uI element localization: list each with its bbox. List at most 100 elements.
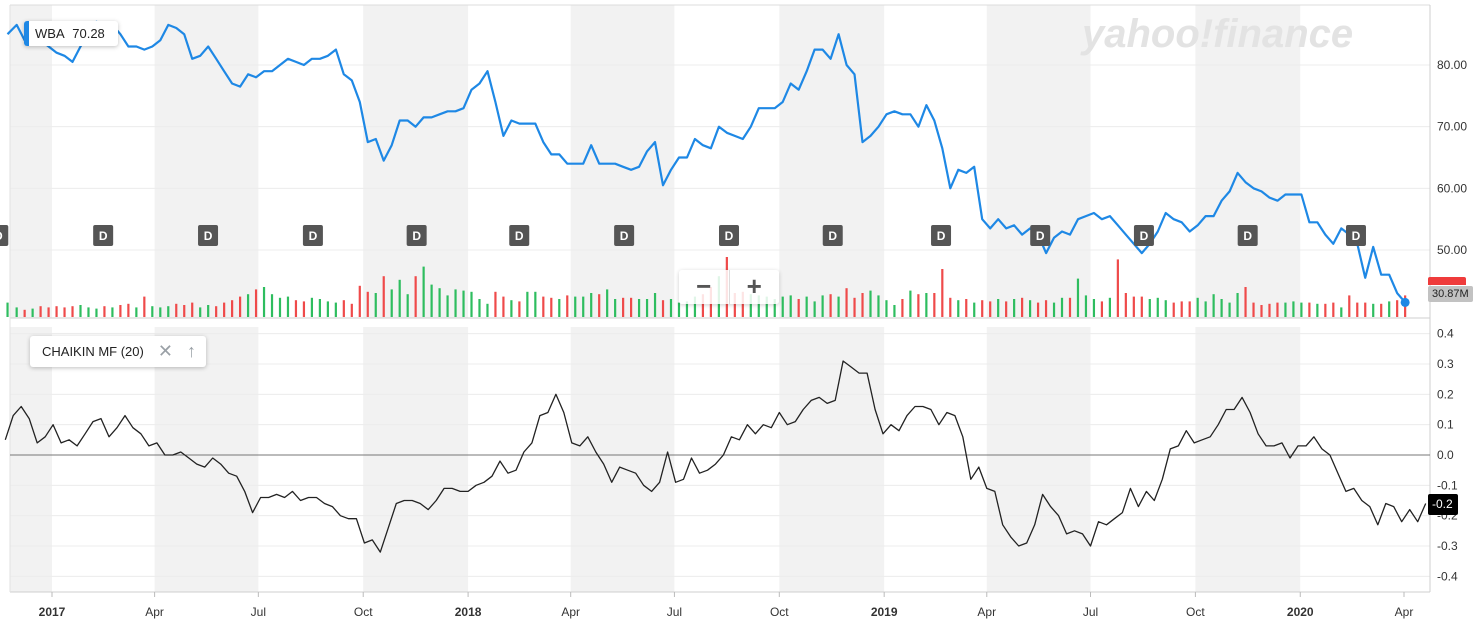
volume-bar [1172,302,1175,317]
volume-bar [430,284,433,317]
volume-bar [757,295,760,317]
dividend-marker [93,225,114,246]
volume-bar [23,309,26,317]
volume-bar [1340,307,1343,317]
zoom-out-button[interactable]: − [679,270,730,304]
close-icon[interactable]: ✕ [157,341,173,361]
volume-bar [941,269,944,317]
volume-bar [1220,299,1223,317]
cmf-line [4,360,1427,553]
volume-bar [254,289,258,317]
cmf-y-tick: 0.2 [1437,387,1454,401]
volume-bar [614,299,617,317]
volume-bar [813,301,816,317]
volume-bar [398,279,401,317]
volume-bar [286,296,290,317]
volume-bar [1284,302,1287,317]
dividend-label: D [99,229,108,243]
dividend-marker [1133,225,1154,246]
volume-bar [1372,303,1375,317]
volume-bar [406,294,409,317]
volume-bar [550,297,553,317]
volume-bar [877,295,880,317]
volume-bar [1132,296,1135,317]
volume-bar [1036,302,1040,317]
volume-bar [701,294,705,317]
volume-bar [374,293,377,317]
band-price [363,5,469,318]
dividend-marker [1237,225,1258,246]
volume-bar [270,294,274,317]
x-tick-label: Oct [354,605,373,619]
volume-bar [366,291,369,317]
ticker-legend[interactable]: WBA 70.28 [24,21,118,46]
band-cmf [986,327,1091,592]
x-tick-label: Apr [561,605,580,619]
volume-bar [95,308,98,317]
volume-bar [733,293,736,317]
volume-bar [119,305,122,317]
volume-bar [1364,302,1367,317]
volume-bar [1076,278,1080,317]
volume-bar [135,307,138,317]
volume-bar [15,307,18,317]
volume-bar [574,296,577,317]
volume-bar [1188,301,1191,317]
cmf-y-tick: -0.4 [1437,569,1458,583]
zoom-in-button[interactable]: + [746,271,762,301]
x-tick-label: Apr [1395,605,1414,619]
volume-bar [215,306,218,317]
volume-bar [653,293,657,317]
volume-bar [645,299,649,317]
volume-bar [390,289,393,317]
x-tick-label: Apr [145,605,164,619]
volume-bar [829,294,832,317]
volume-bar [1084,295,1088,317]
volume-bar [997,299,1000,317]
volume-bar [861,293,864,317]
x-tick-label: Jul [1083,605,1098,619]
axes [9,4,1431,593]
volume-bar [478,299,481,317]
dividend-label: D [1036,229,1045,243]
gridlines [10,64,1430,577]
volume-bar [1140,296,1143,317]
volume-bar [1332,302,1335,317]
volume-bar [933,293,936,317]
volume-bar [1308,302,1311,317]
zoom-control: − + [679,270,779,304]
volume-bar [358,285,361,317]
cmf-y-tick: -0.1 [1437,478,1458,492]
volume-bar [765,296,768,317]
volume-bar [965,299,968,317]
month-bands [10,5,1301,592]
dividend-label: D [620,229,629,243]
volume-bar [1204,301,1207,317]
volume-bar [1164,300,1167,317]
volume-bar [749,294,752,317]
price-line [6,20,1406,304]
volume-bar [598,294,601,317]
dividend-label: D [515,229,524,243]
volume-bar [71,306,74,317]
volume-bar [502,296,505,317]
dividend-label: D [412,229,421,243]
volume-bar [39,306,42,317]
price-y-tick: 70.00 [1437,120,1467,134]
band-price [570,5,675,318]
cmf-y-tick: 0.0 [1437,448,1454,462]
volume-bar [989,301,992,317]
volume-bar [542,296,545,317]
volume-bar [677,302,681,317]
volume-bar [1196,297,1199,317]
volume-bar [661,300,665,317]
x-tick-label: 2019 [871,605,898,619]
volume-bar [1268,303,1271,317]
cmf-y-tick: 0.4 [1437,327,1454,341]
dividend-marker [302,225,323,246]
dividend-label: D [204,229,213,243]
volume-bar [518,301,521,317]
volume-bar [318,299,321,317]
arrow-up-icon[interactable]: ↑ [186,341,196,361]
